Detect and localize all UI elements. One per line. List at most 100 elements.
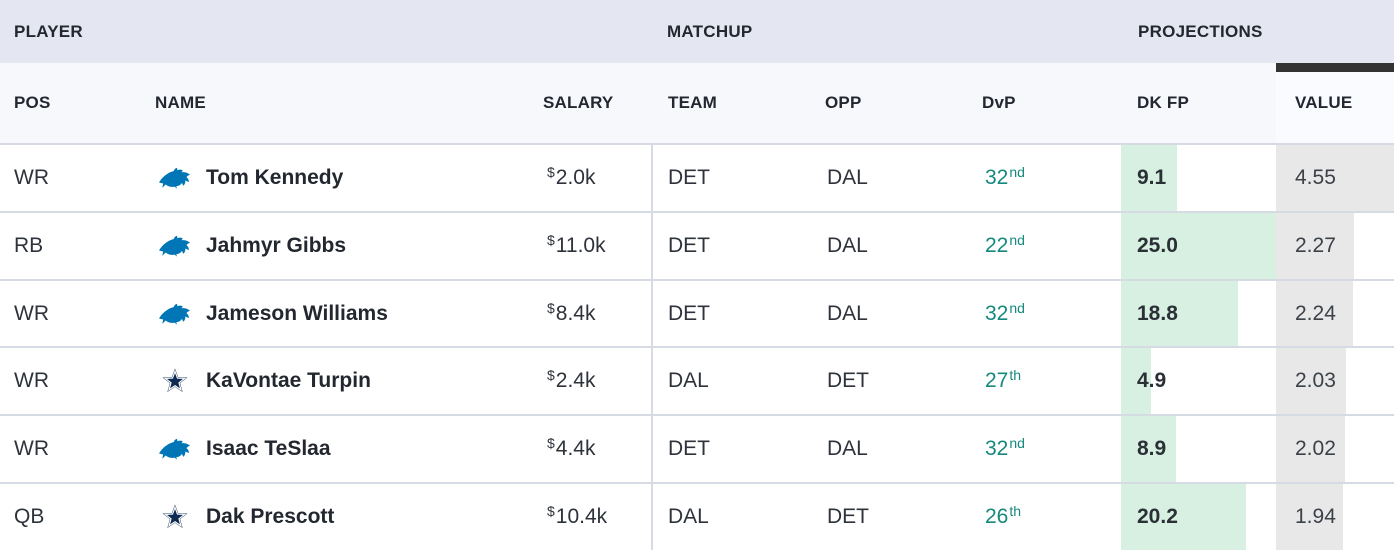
value-cell: 1.94 — [1276, 484, 1394, 550]
value-rating-bar — [1276, 484, 1343, 550]
player-name: Dak Prescott — [206, 505, 335, 529]
salary-value: 2.4k — [555, 369, 596, 393]
team-logo-icon — [157, 366, 193, 396]
dkfp-projection-bar — [1121, 212, 1276, 279]
dkfp-cell: 4.9 — [1121, 348, 1276, 415]
dvp-ordinal-suffix: th — [1009, 367, 1022, 384]
column-header-dvp[interactable]: DvP — [982, 93, 1016, 112]
team-cell: DET — [668, 233, 710, 257]
dollar-sign: $ — [547, 435, 555, 452]
column-header-pos[interactable]: POS — [14, 93, 51, 112]
value-rating-bar — [1276, 416, 1346, 483]
lions-logo-icon — [159, 235, 191, 257]
position-cell: WR — [14, 301, 49, 325]
salary-cell: $10.4k — [530, 484, 652, 550]
dkfp-cell: 8.9 — [1121, 416, 1276, 483]
team-logo-icon — [157, 163, 193, 193]
dvp-rank: 22 — [985, 233, 1009, 257]
opponent-cell: DET — [827, 369, 869, 393]
player-name-cell[interactable]: Jameson Williams — [155, 281, 530, 347]
player-name-cell[interactable]: Jahmyr Gibbs — [155, 213, 530, 279]
value-cell: 2.02 — [1276, 416, 1394, 483]
team-logo-icon — [157, 434, 193, 464]
opponent-cell: DAL — [827, 233, 868, 257]
value-rating-bar — [1276, 348, 1346, 415]
value-rating: 1.94 — [1295, 505, 1336, 529]
dollar-sign: $ — [547, 299, 555, 316]
column-header-team[interactable]: TEAM — [668, 93, 717, 112]
lions-logo-icon — [159, 303, 191, 325]
opponent-cell: DAL — [827, 301, 868, 325]
salary-value: 4.4k — [555, 437, 596, 461]
cowboys-star-icon — [162, 368, 188, 393]
value-rating: 2.03 — [1295, 369, 1336, 393]
player-name-cell[interactable]: Isaac TeSlaa — [155, 416, 530, 482]
opponent-cell: DET — [827, 505, 869, 529]
dvp-ordinal-suffix: th — [1009, 503, 1022, 520]
column-header-salary[interactable]: SALARY — [543, 93, 614, 112]
column-header-value[interactable]: VALUE — [1276, 63, 1394, 143]
team-cell: DAL — [668, 505, 709, 529]
team-logo-icon — [157, 502, 193, 532]
lions-logo-icon — [159, 438, 191, 460]
group-header-player: PLAYER — [14, 21, 83, 41]
dkfp-projection-bar — [1121, 145, 1178, 211]
player-name: Jahmyr Gibbs — [206, 233, 347, 257]
column-group-divider — [651, 143, 653, 550]
value-rating-bar — [1276, 280, 1353, 347]
player-name-cell[interactable]: Dak Prescott — [155, 484, 530, 550]
value-rating-bar — [1276, 145, 1394, 211]
team-cell: DET — [668, 165, 710, 189]
value-cell: 2.24 — [1276, 280, 1394, 347]
table-group-header-row: PLAYER MATCHUP PROJECTIONS — [0, 0, 1394, 63]
position-cell: QB — [14, 505, 45, 529]
player-name-cell[interactable]: KaVontae Turpin — [155, 348, 530, 414]
player-name: Isaac TeSlaa — [206, 437, 331, 461]
dvp-rank: 32 — [985, 437, 1009, 461]
dkfp-projection-bar — [1121, 280, 1238, 347]
dvp-ordinal-suffix: nd — [1009, 231, 1025, 248]
value-cell: 2.27 — [1276, 212, 1394, 279]
column-header-name[interactable]: NAME — [155, 93, 206, 112]
column-header-opp[interactable]: OPP — [825, 93, 862, 112]
column-header-value-label: VALUE — [1295, 93, 1353, 112]
position-cell: WR — [14, 165, 49, 189]
salary-cell: $4.4k — [530, 416, 652, 482]
value-rating: 2.27 — [1295, 233, 1336, 257]
dkfp-cell: 18.8 — [1121, 280, 1276, 347]
player-name-cell[interactable]: Tom Kennedy — [155, 145, 530, 211]
dollar-sign: $ — [547, 231, 555, 248]
opponent-cell: DAL — [827, 437, 868, 461]
lions-logo-icon — [159, 167, 191, 189]
team-cell: DET — [668, 301, 710, 325]
dvp-rank: 32 — [985, 165, 1009, 189]
team-logo-icon — [157, 231, 193, 261]
dollar-sign: $ — [547, 503, 555, 520]
dollar-sign: $ — [547, 163, 555, 180]
player-name: KaVontae Turpin — [206, 369, 371, 393]
position-cell: WR — [14, 437, 49, 461]
column-header-dkfp[interactable]: DK FP — [1137, 93, 1189, 112]
dvp-rank: 26 — [985, 505, 1009, 529]
dvp-rank: 27 — [985, 369, 1009, 393]
value-rating: 2.02 — [1295, 437, 1336, 461]
salary-value: 11.0k — [555, 233, 606, 257]
salary-value: 2.0k — [555, 165, 596, 189]
team-cell: DAL — [668, 369, 709, 393]
table-column-header-row: POS NAME SALARY TEAM OPP DvP DK FP VALUE — [0, 63, 1394, 143]
dkfp-value: 20.2 — [1137, 505, 1178, 529]
dkfp-cell: 25.0 — [1121, 212, 1276, 279]
